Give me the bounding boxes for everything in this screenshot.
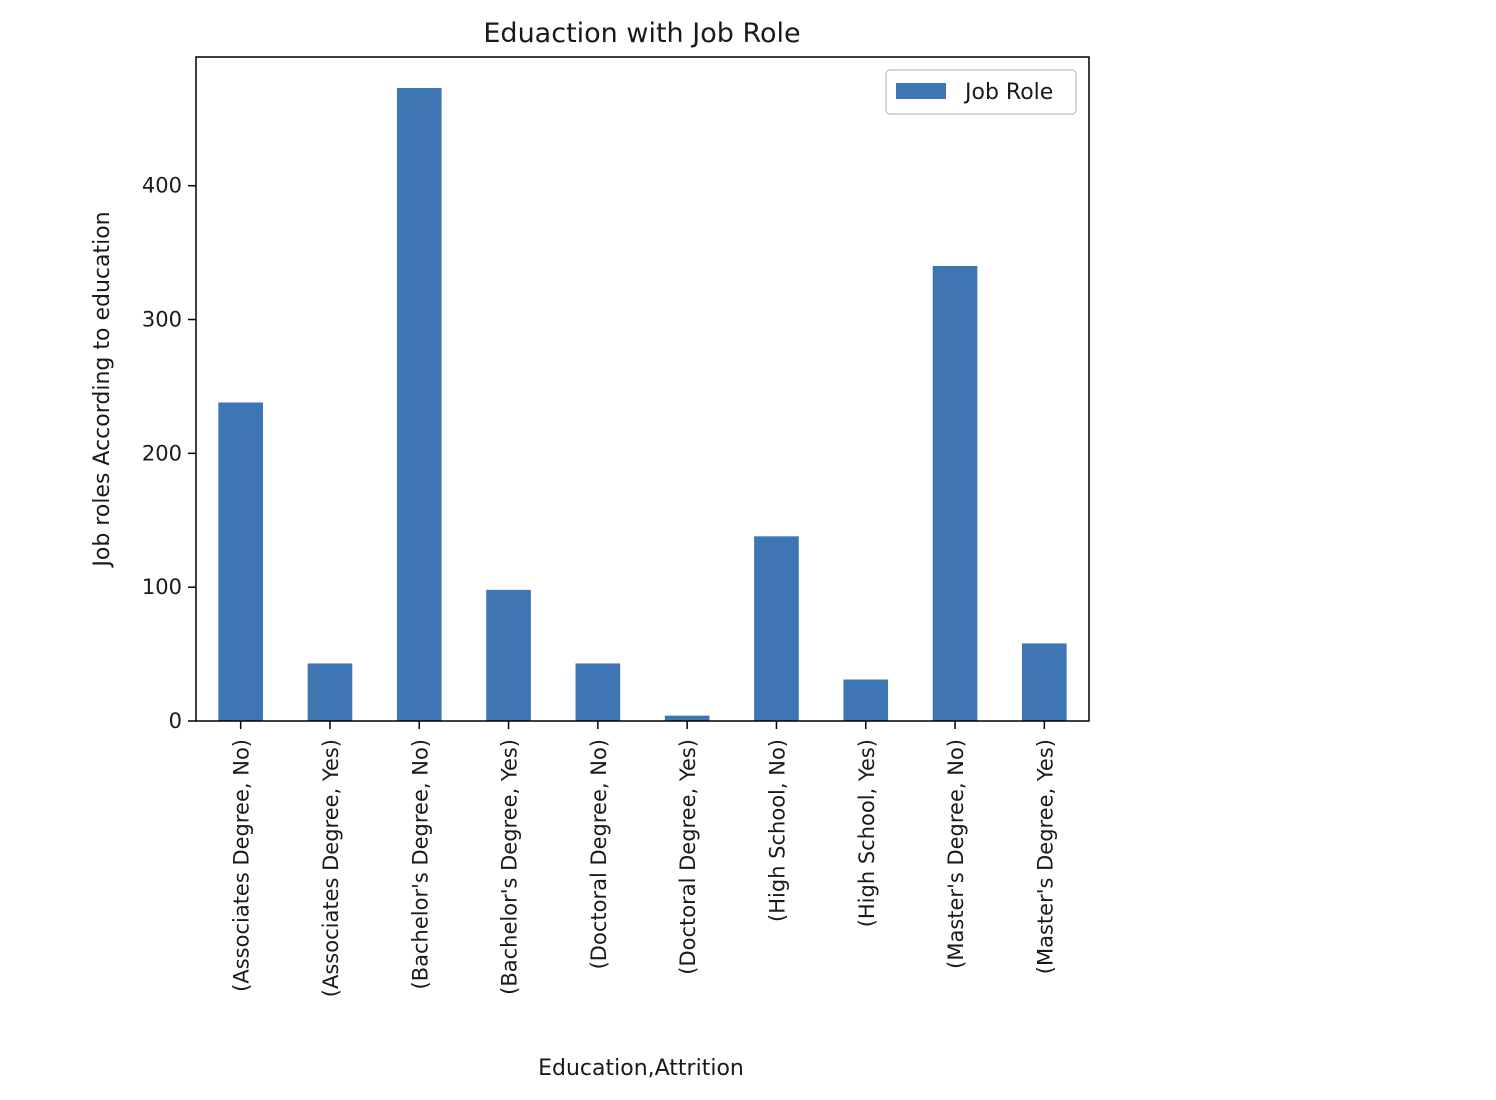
x-tick-label: (Doctoral Degree, No) [587, 739, 611, 969]
y-axis-label: Job roles According to education [90, 211, 115, 568]
y-tick-label: 200 [142, 441, 182, 465]
plot-area-frame [195, 56, 1090, 722]
bars-group [218, 88, 1067, 721]
bar-3 [486, 589, 531, 721]
x-tick-label: (Master's Degree, No) [944, 739, 968, 969]
bar-1 [307, 663, 353, 721]
bar-5 [664, 715, 710, 721]
y-tick-label: 400 [142, 174, 182, 198]
chart-title: Eduaction with Job Role [483, 18, 800, 49]
x-tick-label: (Master's Degree, Yes) [1033, 739, 1057, 974]
y-tick-label: 0 [169, 709, 182, 733]
bar-9 [1022, 643, 1067, 721]
bar-6 [754, 536, 799, 721]
x-tick-label: (Associates Degree, Yes) [319, 739, 343, 997]
x-axis-label: Education,Attrition [538, 1056, 744, 1081]
y-tick-label: 100 [142, 575, 182, 599]
legend-frame [885, 69, 1077, 115]
x-axis: (Associates Degree, No) (Associates Degre… [230, 721, 1057, 997]
bar-7 [843, 679, 889, 721]
legend-label: Job Role [963, 80, 1053, 105]
y-tick-label: 300 [142, 308, 182, 332]
bar-8 [932, 265, 978, 721]
x-tick-label: (Bachelor's Degree, Yes) [498, 739, 522, 995]
legend: Job Role [885, 69, 1077, 115]
x-tick-label: (Doctoral Degree, Yes) [676, 739, 700, 975]
bar-2 [396, 88, 442, 721]
x-tick-label: (Associates Degree, No) [230, 739, 254, 992]
x-tick-label: (Bachelor's Degree, No) [408, 739, 432, 989]
legend-swatch [896, 83, 946, 99]
x-tick-label: (High School, No) [765, 739, 789, 922]
y-axis: 0 100 200 300 400 [142, 174, 196, 733]
x-tick-label: (High School, Yes) [855, 739, 879, 927]
bar-4 [575, 663, 621, 721]
bar-0 [218, 402, 263, 721]
